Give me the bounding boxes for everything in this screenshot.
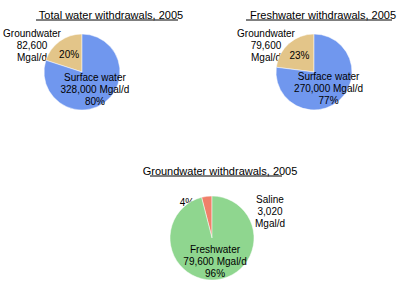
svg-text:79,600: 79,600 <box>251 40 282 51</box>
svg-text:Mgal/d: Mgal/d <box>255 218 285 229</box>
svg-text:Groundwater: Groundwater <box>237 28 295 39</box>
svg-text:Groundwater: Groundwater <box>3 28 61 39</box>
svg-text:Saline: Saline <box>256 194 284 205</box>
svg-text:20%: 20% <box>59 49 79 60</box>
svg-text:79,600 Mgal/d: 79,600 Mgal/d <box>183 256 246 267</box>
svg-text:Surface water: Surface water <box>298 71 360 82</box>
svg-text:4%: 4% <box>179 196 195 208</box>
svg-text:Mgal/d: Mgal/d <box>251 52 281 63</box>
svg-text:82,600: 82,600 <box>17 40 48 51</box>
svg-text:Freshwater: Freshwater <box>190 244 241 255</box>
svg-text:77%: 77% <box>319 95 339 106</box>
svg-text:96%: 96% <box>205 268 225 279</box>
svg-text:270,000 Mgal/d: 270,000 Mgal/d <box>294 83 363 94</box>
svg-text:3,020: 3,020 <box>257 206 282 217</box>
svg-text:328,000 Mgal/d: 328,000 Mgal/d <box>60 84 129 95</box>
svg-text:23%: 23% <box>289 50 309 61</box>
svg-text:Freshwater withdrawals, 2005: Freshwater withdrawals, 2005 <box>250 9 396 21</box>
svg-text:Surface water: Surface water <box>64 72 126 83</box>
svg-text:Groundwater withdrawals, 2005: Groundwater withdrawals, 2005 <box>143 165 298 177</box>
svg-text:Total water withdrawals, 2005: Total water withdrawals, 2005 <box>39 9 183 21</box>
svg-text:80%: 80% <box>85 96 105 107</box>
svg-text:Mgal/d: Mgal/d <box>17 52 47 63</box>
